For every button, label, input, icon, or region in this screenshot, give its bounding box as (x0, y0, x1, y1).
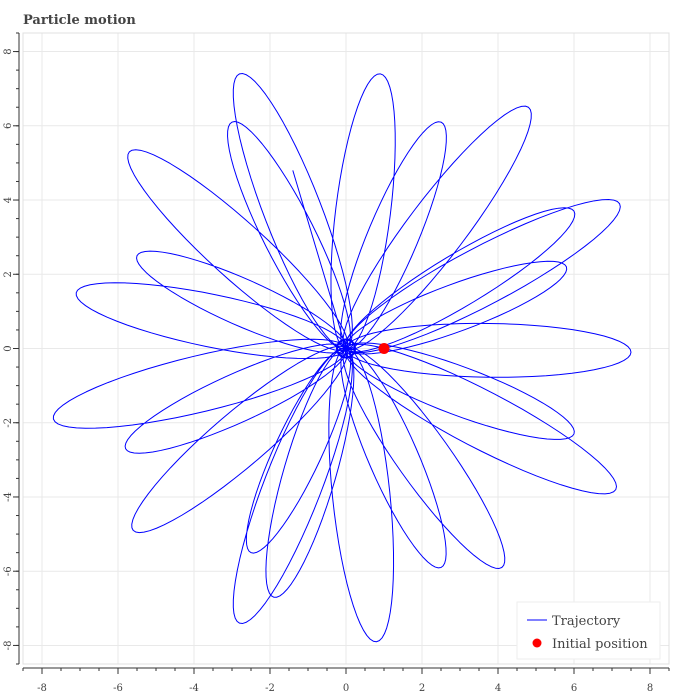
y-tick-label: 4 (3, 197, 14, 203)
x-tick-label: -2 (265, 683, 275, 694)
x-tick-label: 8 (647, 683, 653, 694)
initial-position-point (378, 343, 390, 354)
legend-trajectory-label: Trajectory (552, 614, 621, 629)
y-tick-label: -8 (3, 641, 14, 651)
y-tick-label: 8 (3, 48, 14, 54)
legend: Trajectory Initial position (516, 601, 661, 660)
x-tick-label: 4 (495, 683, 501, 694)
origin-marker-layer (336, 338, 356, 359)
x-tick-label: -8 (37, 683, 47, 694)
x-tick-label: 0 (343, 683, 349, 694)
x-tick-label: -6 (113, 683, 123, 694)
x-tick-label: -4 (189, 683, 199, 694)
y-tick-label: -6 (3, 566, 14, 576)
x-tick-label: 2 (419, 683, 425, 694)
plot-frame (22, 32, 670, 665)
y-tick-label: -2 (3, 418, 14, 428)
initial-position-layer (378, 343, 390, 354)
y-tick-label: 6 (3, 123, 14, 129)
legend-initial-swatch (532, 638, 542, 648)
plot-area (22, 32, 670, 665)
trajectory-layer (52, 73, 632, 643)
y-axis: -8 -6 -4 -2 0 2 4 6 8 (3, 32, 20, 665)
x-tick-label: 6 (571, 683, 577, 694)
trajectory-core-ring (336, 338, 356, 359)
legend-initial-label: Initial position (552, 637, 648, 652)
y-tick-label: 0 (3, 345, 14, 351)
x-axis: -8 -6 -4 -2 0 2 4 6 8 (22, 667, 670, 694)
y-tick-label: -4 (3, 492, 14, 502)
y-tick-label: 2 (3, 271, 14, 277)
legend-box (516, 601, 661, 660)
chart-title: Particle motion (23, 13, 136, 28)
trajectory-line (52, 73, 632, 643)
